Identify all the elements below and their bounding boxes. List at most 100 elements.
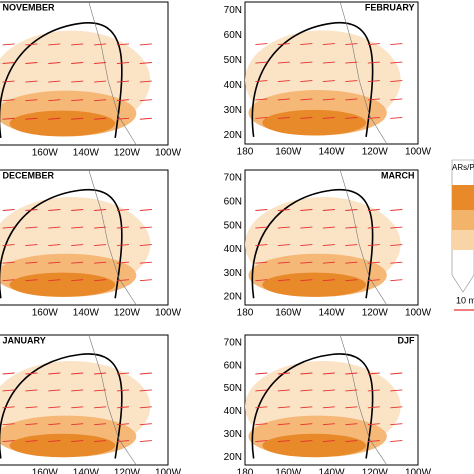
wind-arrow — [71, 209, 84, 211]
wind-arrow — [255, 440, 268, 443]
wind-arrow — [94, 226, 107, 229]
x-axis-label: 160W — [275, 308, 302, 319]
y-axis-label: 30N — [224, 429, 242, 440]
x-axis-label: 180 — [237, 308, 254, 319]
wind-arrow — [322, 116, 335, 119]
wind-arrow — [94, 279, 107, 282]
wind-arrow — [25, 244, 38, 247]
wind-arrow — [25, 43, 38, 46]
wind-arrow — [367, 98, 380, 101]
wind-arrow — [322, 423, 335, 426]
wind-arrow — [322, 209, 335, 211]
wind-arrow — [25, 99, 38, 102]
wind-arrow — [94, 389, 107, 392]
wind-arrow — [277, 43, 290, 46]
wind-arrow — [139, 279, 152, 282]
wind-arrow — [345, 423, 358, 426]
wind-arrow — [116, 62, 129, 64]
wind-arrow — [71, 117, 84, 120]
wind-arrow — [300, 80, 313, 82]
wind-arrow — [255, 279, 268, 282]
wind-arrow — [25, 440, 38, 443]
y-axis-label: 40N — [224, 244, 242, 255]
panel-title: DECEMBER — [3, 170, 55, 180]
wind-arrow — [255, 98, 268, 101]
wind-arrow — [390, 209, 403, 211]
wind-arrow — [345, 116, 358, 119]
wind-arrow — [345, 209, 358, 211]
wind-arrow — [71, 279, 84, 282]
y-axis-label: 70N — [224, 173, 242, 184]
wind-arrow — [367, 423, 380, 426]
y-axis-label: 20N — [224, 130, 242, 141]
wind-arrow — [390, 80, 403, 82]
wind-arrow — [116, 406, 129, 409]
wind-arrow — [139, 406, 152, 409]
wind-arrow — [277, 226, 290, 229]
wind-arrow — [345, 279, 358, 282]
panel-title: FEBRUARY — [365, 2, 415, 12]
wind-arrow — [345, 61, 358, 64]
panel-title: JANUARY — [3, 335, 46, 345]
wind-arrow — [2, 244, 15, 247]
y-axis-label: 60N — [224, 360, 242, 371]
y-axis-label: 30N — [224, 105, 242, 116]
x-axis-label: 100W — [155, 148, 182, 159]
x-axis-label: 140W — [73, 468, 100, 474]
wind-arrow — [277, 116, 290, 119]
wind-arrow — [277, 244, 290, 247]
ar-shading — [262, 109, 367, 136]
wind-arrow — [48, 372, 61, 375]
arrow-label: 10 m — [456, 295, 474, 305]
wind-arrow — [2, 209, 15, 211]
wind-arrow — [367, 244, 380, 247]
wind-arrow — [71, 99, 84, 102]
x-axis-label: 120W — [362, 147, 389, 158]
wind-arrow — [48, 43, 61, 46]
wind-arrow — [390, 261, 403, 264]
wind-arrow — [48, 244, 61, 247]
wind-arrow — [116, 244, 129, 247]
y-axis-label: 70N — [224, 5, 242, 16]
wind-arrow — [300, 279, 313, 282]
x-axis-label: 160W — [32, 148, 59, 159]
wind-arrow — [48, 209, 61, 211]
wind-arrow — [116, 372, 129, 375]
wind-arrow — [255, 244, 268, 247]
wind-arrow — [300, 372, 313, 375]
wind-arrow — [277, 440, 290, 443]
wind-arrow — [139, 43, 152, 46]
x-axis-label: 120W — [114, 308, 141, 319]
wind-arrow — [71, 406, 84, 409]
wind-arrow — [390, 389, 403, 392]
wind-arrow — [277, 279, 290, 282]
wind-arrow — [25, 62, 38, 64]
wind-arrow — [2, 261, 15, 264]
wind-arrow — [300, 226, 313, 229]
panel-title: DJF — [398, 335, 416, 345]
wind-arrow — [139, 261, 152, 264]
wind-arrow — [2, 80, 15, 83]
wind-arrow — [48, 279, 61, 282]
x-axis-label: 160W — [275, 468, 302, 474]
wind-arrow — [390, 43, 403, 46]
wind-arrow — [322, 389, 335, 392]
wind-arrow — [367, 261, 380, 264]
wind-arrow — [48, 99, 61, 102]
wind-arrow — [390, 372, 403, 375]
wind-arrow — [345, 389, 358, 392]
y-axis-label: 60N — [224, 30, 242, 41]
coastline — [339, 1, 388, 145]
x-axis-label: 100W — [405, 468, 432, 474]
coastline — [88, 334, 137, 466]
wind-arrow — [116, 80, 129, 83]
x-axis-label: 140W — [318, 147, 345, 158]
wind-arrow — [255, 209, 268, 211]
wind-arrow — [25, 209, 38, 211]
wind-arrow — [2, 423, 15, 426]
wind-arrow — [255, 406, 268, 409]
wind-arrow — [48, 423, 61, 426]
x-axis-label: 100W — [405, 308, 432, 319]
x-axis-label: 120W — [362, 468, 389, 474]
wind-arrow — [94, 244, 107, 247]
